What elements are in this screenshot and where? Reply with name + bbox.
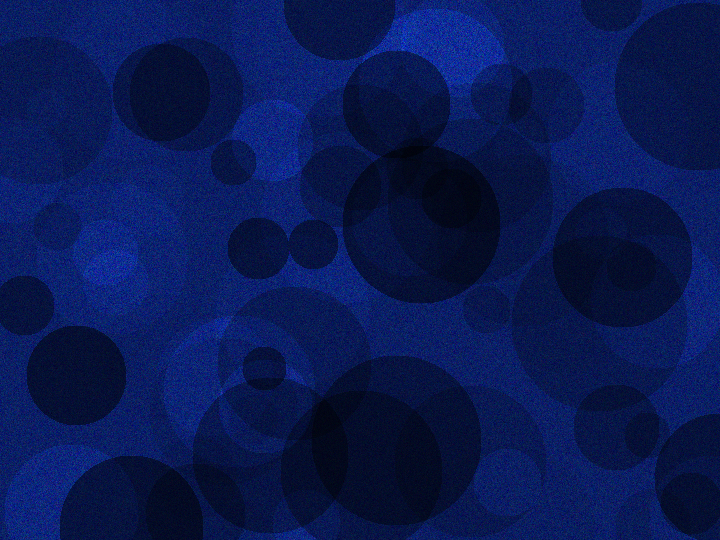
Text: ●: ● xyxy=(115,179,138,205)
Text: will transcibe mRNA, tRNA, and rRNA.: will transcibe mRNA, tRNA, and rRNA. xyxy=(138,208,628,232)
Text: one strand of DNA.: one strand of DNA. xyxy=(138,333,383,355)
Text: ●: ● xyxy=(115,241,138,267)
Text: ●: ● xyxy=(115,302,138,329)
Text: the nucleolus.: the nucleolus. xyxy=(138,271,320,294)
Text: a molecule of RNA by transcription.: a molecule of RNA by transcription. xyxy=(138,147,596,170)
Text: rRNA and ribosomal proteins are synthesis in: rRNA and ribosomal proteins are synthesi… xyxy=(138,241,720,264)
Text: through pores in the nuclear membrane.: through pores in the nuclear membrane. xyxy=(138,395,662,417)
Text: A complimentary strand of RNA is made from: A complimentary strand of RNA is made fr… xyxy=(138,302,720,326)
Text: Transcription: Transcription xyxy=(235,87,503,125)
Text: ●: ● xyxy=(115,117,138,143)
Text: Different types of the enzyme RNA Polymerase: Different types of the enzyme RNA Polyme… xyxy=(138,179,720,202)
Text: In the nucleus, DNA’s code is transcribed into: In the nucleus, DNA’s code is transcribe… xyxy=(138,117,720,140)
Text: RNA are modified in the nucleus then exit: RNA are modified in the nucleus then exi… xyxy=(138,364,677,388)
Text: ●: ● xyxy=(115,364,138,390)
FancyBboxPatch shape xyxy=(112,123,626,468)
